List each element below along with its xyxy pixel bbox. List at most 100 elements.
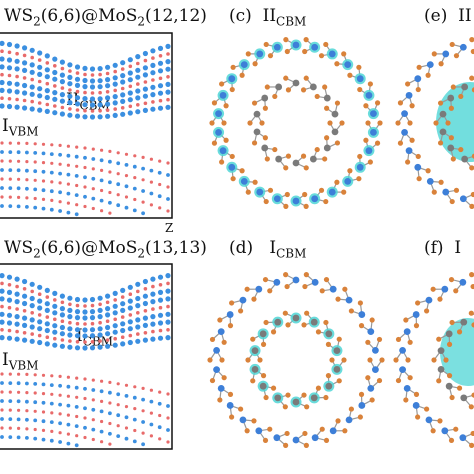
band-dot xyxy=(44,287,50,293)
chalcogen-atom xyxy=(397,100,404,106)
band-dot xyxy=(16,417,21,422)
band-dot xyxy=(99,429,104,434)
chalcogen-atom xyxy=(395,336,402,343)
chalcogen-atom xyxy=(238,406,244,412)
band-dot xyxy=(113,88,117,93)
band-dot xyxy=(97,78,103,84)
band-dot xyxy=(89,78,96,84)
metal-atom xyxy=(365,91,373,99)
chalcogen-atom xyxy=(259,120,265,126)
band-dot xyxy=(49,152,54,157)
band-dot xyxy=(116,203,121,208)
band-dot xyxy=(108,149,112,153)
band-dot xyxy=(53,298,57,302)
band-dot xyxy=(33,196,37,201)
chalcogen-atom xyxy=(415,153,421,160)
band-dot xyxy=(8,186,13,191)
band-dot xyxy=(142,65,148,71)
chalcogen-atom xyxy=(424,406,430,412)
chalcogen-atom xyxy=(263,41,269,48)
band-dot xyxy=(142,86,148,92)
metal-atom xyxy=(439,128,447,136)
band-dot xyxy=(83,72,87,77)
band-dot xyxy=(142,72,148,78)
band-dot xyxy=(97,102,103,108)
band-dot xyxy=(45,315,50,319)
band-dot xyxy=(166,404,170,408)
band-dot xyxy=(25,417,29,422)
band-dot xyxy=(90,321,95,326)
chalcogen-atom xyxy=(221,120,227,126)
chalcogen-atom xyxy=(448,276,455,283)
band-dot xyxy=(14,336,20,342)
band-dot xyxy=(141,211,146,216)
chalcogen-atom xyxy=(471,153,474,159)
band-dot xyxy=(14,89,20,95)
band-dot xyxy=(150,84,156,90)
metal-atom xyxy=(255,285,263,293)
band-dot xyxy=(14,104,20,110)
chalcogen-atom xyxy=(469,165,474,171)
band-dot xyxy=(133,197,137,202)
band-dot xyxy=(108,431,112,436)
band-dot xyxy=(58,171,62,176)
bottom-band-frame xyxy=(0,263,173,450)
band-dot xyxy=(58,421,62,426)
band-dot xyxy=(127,326,133,332)
band-dot xyxy=(0,399,4,403)
band-dot xyxy=(166,304,170,309)
band-dot xyxy=(22,300,28,307)
metal-atom xyxy=(344,177,352,185)
chalcogen-atom xyxy=(471,322,474,328)
band-dot xyxy=(16,168,21,173)
band-dot xyxy=(136,289,140,294)
band-dot xyxy=(58,412,62,416)
nanotube-f xyxy=(393,272,474,448)
band-dot xyxy=(74,405,79,409)
band-dot xyxy=(49,383,54,387)
metal-atom xyxy=(445,382,453,390)
band-dot xyxy=(105,324,111,331)
band-dot xyxy=(108,380,112,384)
band-dot xyxy=(141,409,145,413)
band-dot xyxy=(97,332,103,338)
band-dot xyxy=(33,382,38,386)
chalcogen-atom xyxy=(357,300,363,306)
chalcogen-atom xyxy=(369,397,375,403)
band-dot xyxy=(83,108,87,113)
chalcogen-atom xyxy=(325,373,332,379)
chalcogen-atom xyxy=(329,357,335,363)
band-dot xyxy=(116,182,121,187)
band-dot xyxy=(52,110,58,116)
band-dot xyxy=(127,339,133,346)
band-dot xyxy=(66,384,71,389)
band-dot xyxy=(149,388,153,392)
band-dot xyxy=(6,320,13,326)
band-dot xyxy=(50,180,54,184)
band-dot xyxy=(120,307,126,313)
band-dot xyxy=(143,309,148,313)
band-dot xyxy=(59,293,65,299)
chalcogen-atom xyxy=(314,93,320,100)
band-dot xyxy=(74,193,79,198)
chalcogen-atom xyxy=(264,156,270,162)
band-dot xyxy=(0,381,4,385)
chalcogen-atom xyxy=(251,418,257,424)
band-dot xyxy=(112,290,118,296)
metal-atom xyxy=(275,155,283,163)
chalcogen-atom xyxy=(334,179,340,185)
band-dot xyxy=(25,178,29,182)
band-dot xyxy=(128,333,133,338)
band-dot xyxy=(120,79,126,85)
band-dot xyxy=(37,101,42,105)
metal-atom xyxy=(405,147,413,155)
band-dot xyxy=(158,413,162,418)
band-dot xyxy=(127,90,133,96)
band-dot xyxy=(149,399,154,404)
chalcogen-atom xyxy=(357,153,363,160)
band-dot xyxy=(74,424,79,428)
metal-atom xyxy=(425,416,433,424)
metal-atom xyxy=(292,314,300,322)
chalcogen-atom xyxy=(283,442,289,448)
